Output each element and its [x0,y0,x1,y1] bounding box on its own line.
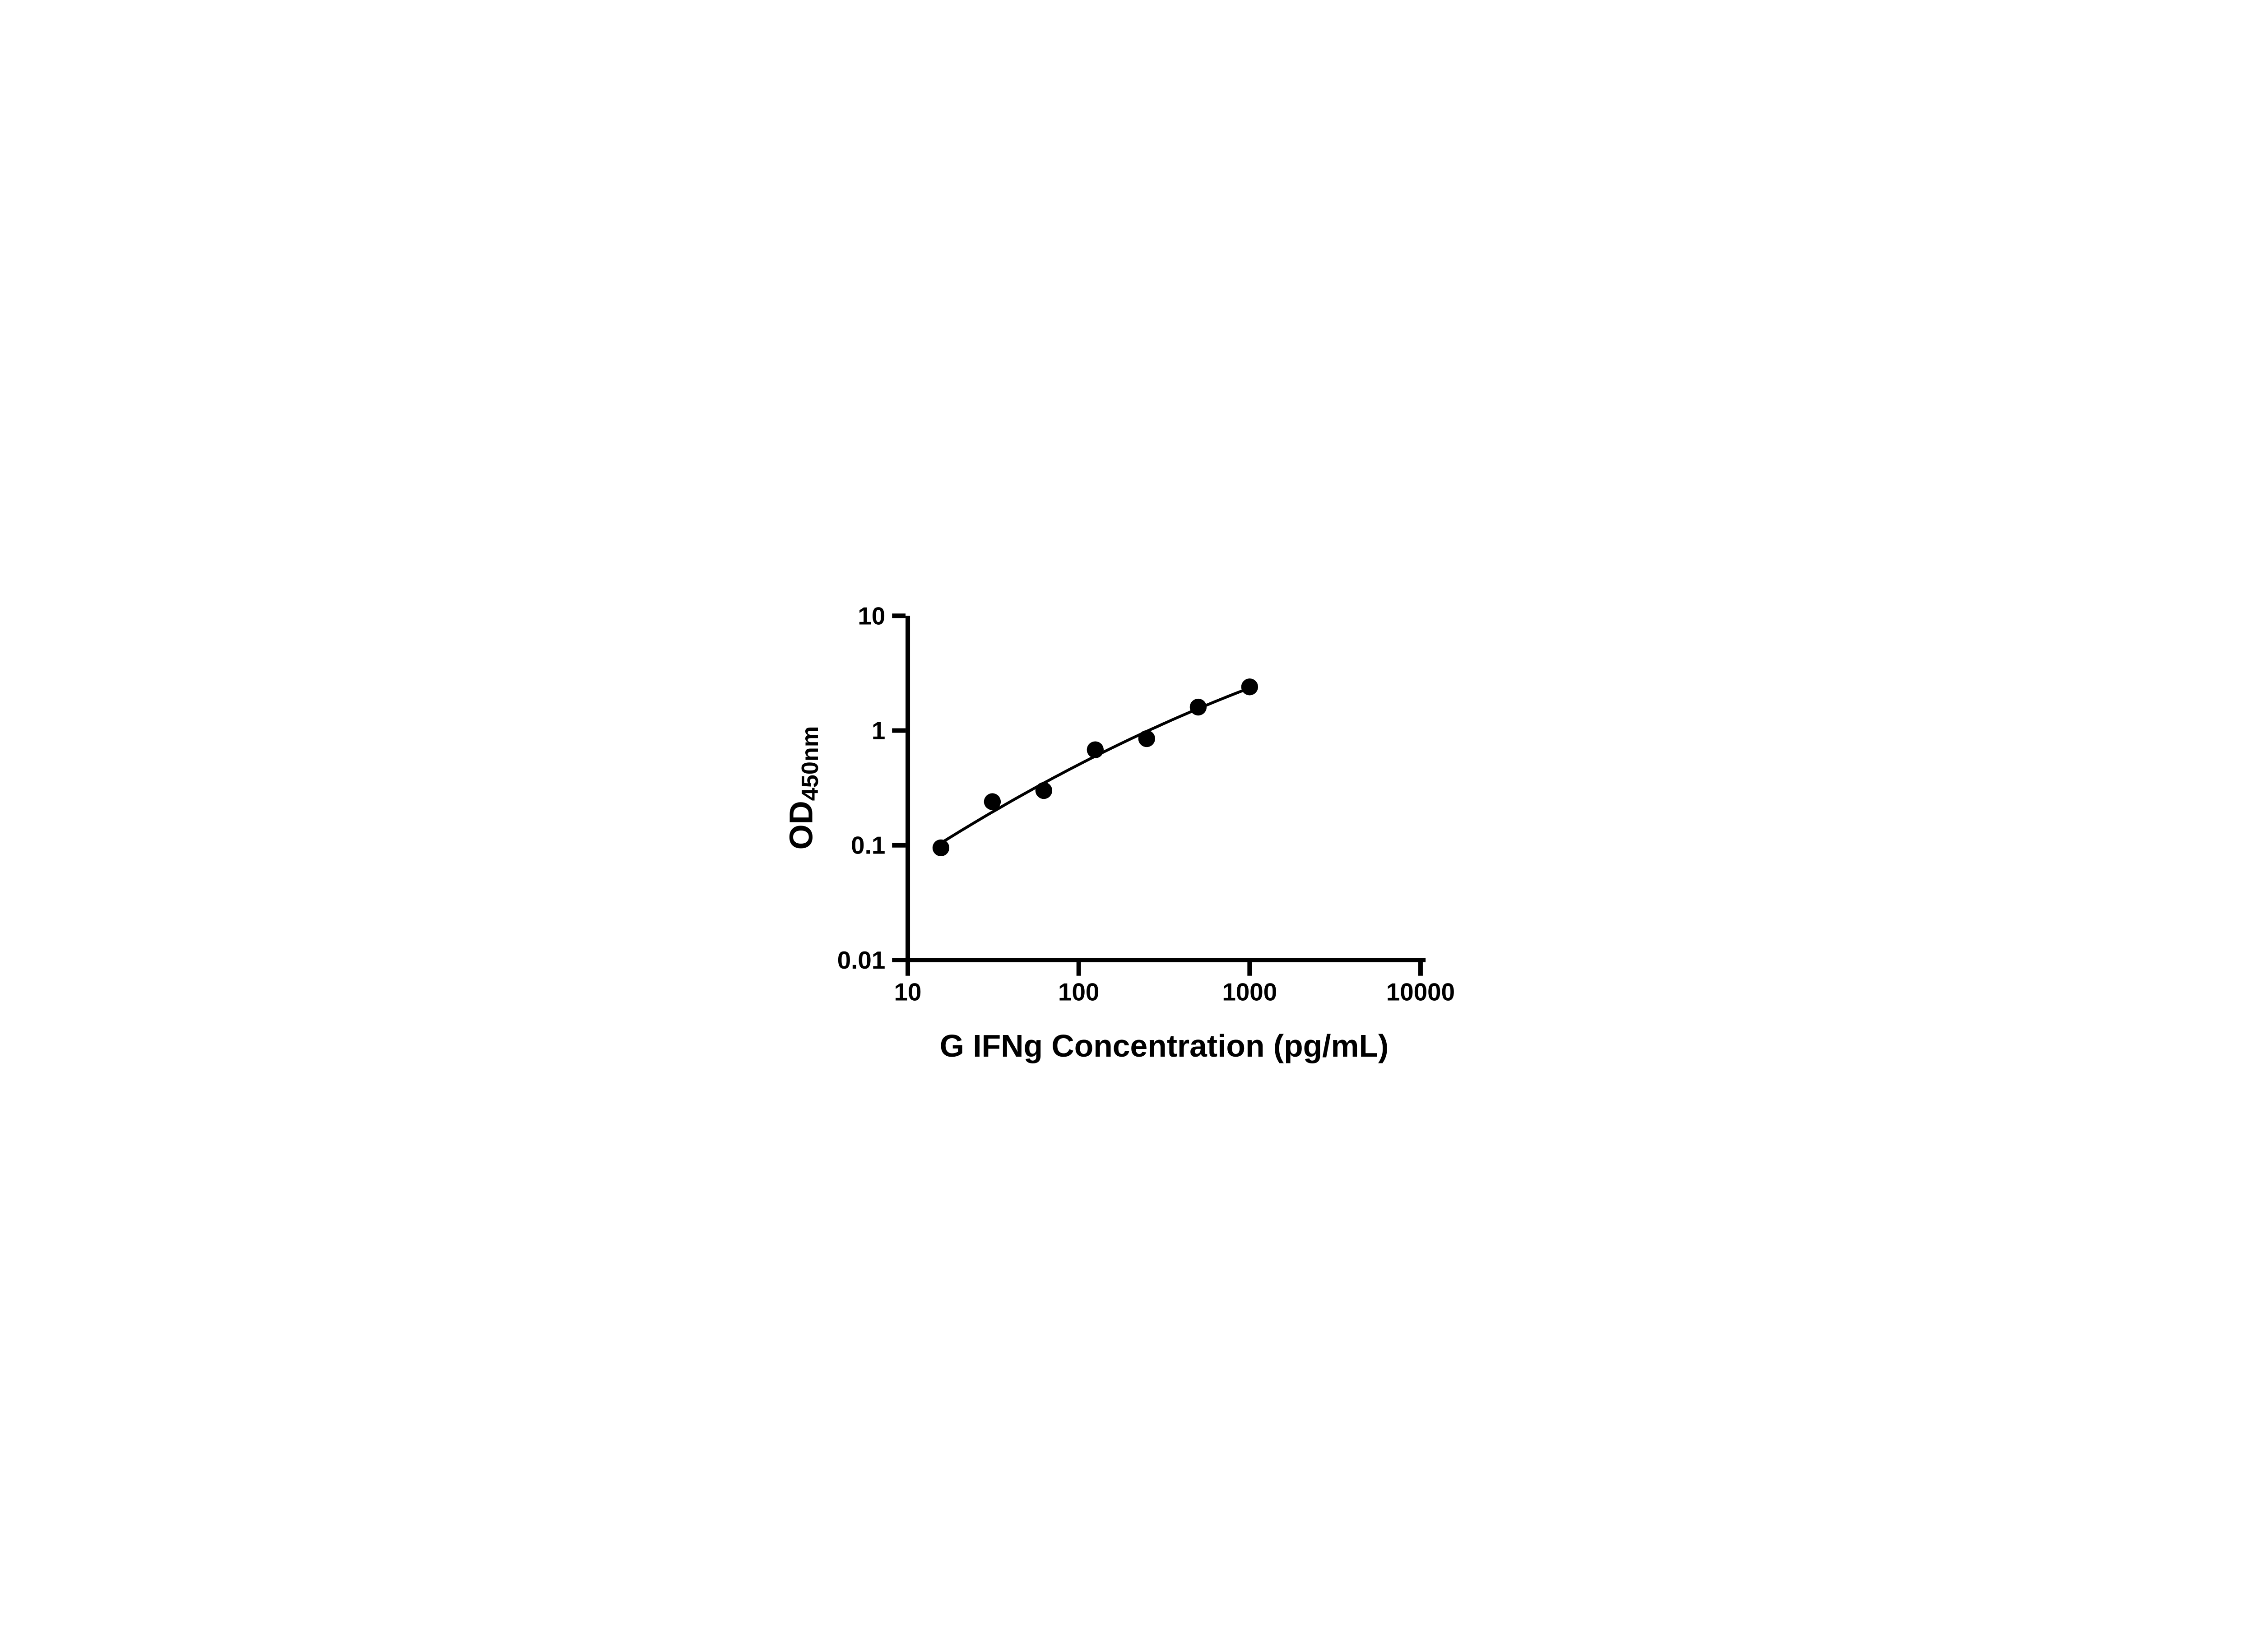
data-point [1241,678,1259,696]
y-axis-title-subscript: 450nm [797,726,823,801]
y-tick-label: 0.01 [837,946,886,974]
y-tick-label: 1 [872,716,885,744]
elisa-standard-curve-figure: 10 100 1000 10000 0.01 0.1 1 10 G IFNg Concentra… [767,569,1490,1083]
chart-canvas: 10 100 1000 10000 0.01 0.1 1 10 G IFNg Concentra… [784,602,1455,1063]
data-point [932,839,950,856]
data-point [1189,698,1207,716]
y-tick-label: 10 [858,602,885,630]
x-tick-label: 10000 [1386,978,1455,1006]
data-point [1138,730,1155,747]
y-tick-label: 0.1 [851,831,885,859]
x-tick-label: 1000 [1222,978,1277,1006]
y-axis-title: OD450nm [784,726,823,849]
x-tick-label: 10 [894,978,922,1006]
x-axis-title: G IFNg Concentration (pg/mL) [940,1028,1389,1063]
y-axis-title-main: OD [784,801,820,849]
data-point [984,793,1001,810]
data-point [1087,741,1104,758]
data-point [1035,782,1053,799]
x-tick-label: 100 [1058,978,1099,1006]
